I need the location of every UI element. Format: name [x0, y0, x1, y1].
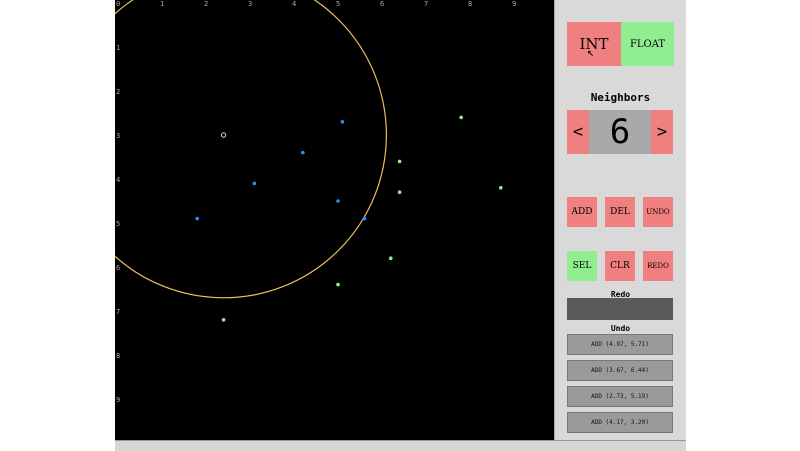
delete-button[interactable]: DEL [605, 197, 635, 227]
neighbors-increment-button[interactable]: > [651, 110, 673, 154]
undo-title: Undo [610, 324, 631, 333]
float-mode-button[interactable]: FLOAT [621, 22, 674, 66]
y-tick-label: 1 [116, 44, 120, 52]
data-point[interactable] [499, 186, 503, 190]
neighbors-decrement-button[interactable]: < [567, 110, 589, 154]
selected-point[interactable] [221, 132, 227, 138]
undo-button[interactable]: UNDO [643, 197, 673, 227]
y-tick-label: 2 [116, 88, 120, 96]
neighbor-point[interactable] [195, 216, 199, 221]
neighbor-point[interactable] [336, 199, 340, 203]
undo-list-item[interactable]: ADD (3.67, 6.44) [567, 360, 673, 381]
x-tick-label: 4 [292, 0, 296, 8]
data-point[interactable] [389, 256, 393, 261]
clear-button[interactable]: CLR [605, 251, 635, 281]
undo-list-item[interactable]: ADD (4.97, 5.71) [567, 334, 673, 355]
plot-svg[interactable]: 0 1 2 3 4 5 6 7 8 9 1 2 3 4 5 6 7 8 9 [115, 0, 554, 440]
y-tick-label: 9 [116, 396, 120, 404]
plot-canvas[interactable]: 0 1 2 3 4 5 6 7 8 9 1 2 3 4 5 6 7 8 9 [115, 0, 554, 440]
x-tick-label: 0 [116, 0, 120, 8]
y-tick-label: 7 [116, 308, 120, 316]
neighbors-value: 6 [589, 110, 651, 154]
x-tick-label: 7 [424, 0, 428, 8]
data-point[interactable] [459, 115, 464, 120]
neighbor-point[interactable] [362, 216, 367, 221]
y-tick-label: 6 [116, 264, 120, 272]
data-point[interactable] [397, 190, 402, 194]
int-mode-button[interactable]: INT [567, 22, 621, 66]
neighbors-title: Neighbors [590, 91, 651, 104]
select-button[interactable]: SEL [567, 251, 597, 281]
x-tick-label: 9 [512, 0, 516, 8]
x-tick-label: 3 [248, 0, 252, 8]
x-tick-label: 1 [160, 0, 164, 8]
undo-list-item[interactable]: ADD (2.73, 5.19) [567, 386, 673, 407]
add-button[interactable]: ADD [567, 197, 597, 227]
x-tick-label: 5 [336, 0, 340, 8]
data-point[interactable] [221, 318, 226, 322]
neighbor-point[interactable] [340, 120, 345, 124]
y-tick-label: 3 [116, 132, 120, 140]
redo-button[interactable]: REDO [643, 251, 673, 281]
redo-list [567, 298, 673, 320]
data-point[interactable] [336, 282, 340, 287]
y-tick-label: 5 [116, 220, 120, 228]
horizontal-scrollbar[interactable] [115, 440, 686, 451]
mouse-cursor-icon: ↖ [587, 45, 595, 59]
x-tick-label: 8 [468, 0, 472, 8]
y-tick-label: 8 [116, 352, 120, 360]
x-tick-label: 6 [380, 0, 384, 8]
neighbor-radius-circle [115, 0, 387, 299]
control-panel: INT FLOAT Neighbors < 6 > ADD DEL UNDO S… [554, 0, 686, 440]
neighbor-point[interactable] [252, 181, 257, 186]
x-tick-label: 2 [204, 0, 208, 8]
y-tick-label: 4 [116, 176, 120, 184]
redo-title: Redo [610, 290, 631, 299]
undo-list-item[interactable]: ADD (4.17, 3.20) [567, 412, 673, 433]
neighbor-point[interactable] [301, 150, 305, 155]
data-point[interactable] [397, 159, 402, 164]
